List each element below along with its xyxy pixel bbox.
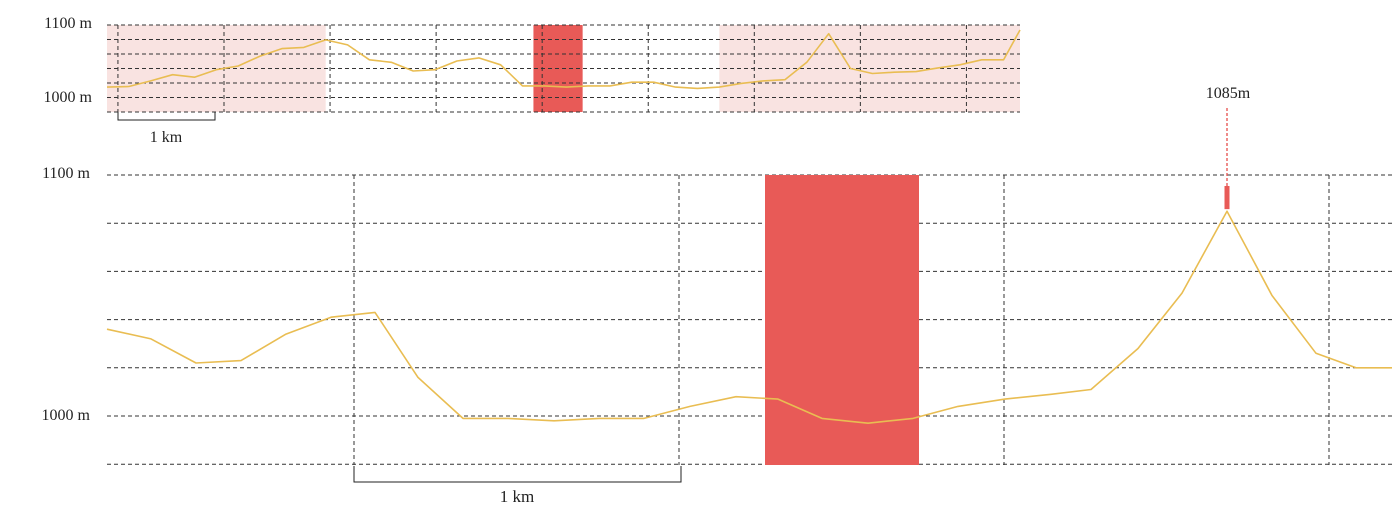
detail-highlight-rect bbox=[765, 175, 919, 465]
peak-label: 1085m bbox=[1206, 85, 1251, 102]
detail-ytick-1100: 1100 m bbox=[42, 165, 90, 182]
detail-scale-label: 1 km bbox=[500, 487, 534, 506]
overview-profile-line bbox=[106, 29, 1021, 90]
overview-scale-bar bbox=[117, 112, 216, 121]
overview-scale-label: 1 km bbox=[150, 129, 183, 146]
overview-profile-group bbox=[106, 29, 1021, 90]
overview-shaded-band bbox=[719, 25, 1020, 112]
peak-marker bbox=[1224, 186, 1230, 210]
detail-highlight-group bbox=[765, 175, 919, 465]
detail-scale-bar bbox=[353, 466, 682, 483]
detail-profile-group bbox=[106, 210, 1392, 425]
overview-ytick-1000: 1000 m bbox=[44, 89, 93, 106]
overview-ytick-1100: 1100 m bbox=[44, 15, 92, 32]
detail-peak-group bbox=[1224, 108, 1230, 210]
detail-grid bbox=[107, 174, 1392, 465]
detail-ytick-1000: 1000 m bbox=[42, 407, 91, 424]
detail-profile-line bbox=[106, 210, 1392, 425]
overview-grid bbox=[107, 24, 1020, 113]
